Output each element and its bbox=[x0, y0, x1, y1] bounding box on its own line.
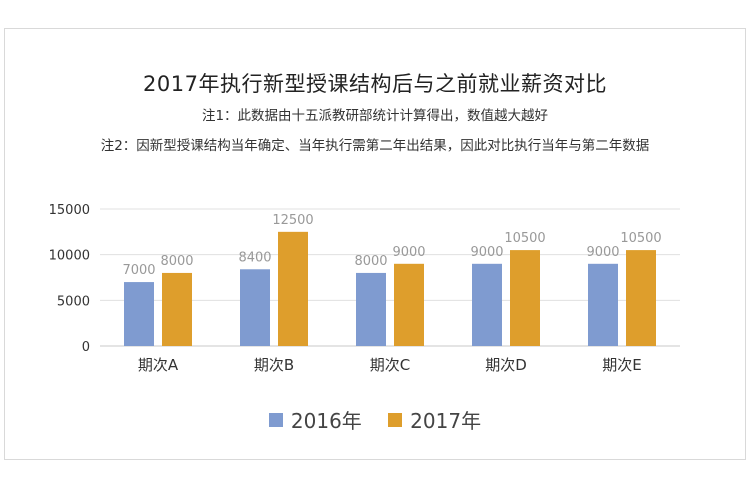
x-tick-label: 期次A bbox=[138, 356, 179, 374]
data-label: 9000 bbox=[586, 245, 619, 260]
x-tick-label: 期次D bbox=[485, 356, 527, 374]
data-label: 8400 bbox=[238, 250, 271, 265]
bar bbox=[588, 263, 618, 346]
chart-legend: 2016年 2017年 bbox=[0, 405, 750, 434]
bar bbox=[162, 272, 192, 346]
data-label: 9000 bbox=[392, 245, 425, 260]
bar bbox=[394, 263, 424, 346]
chart-note-2: 注2：因新型授课结构当年确定、当年执行需第二年出结果，因此对比执行当年与第二年数… bbox=[100, 138, 650, 154]
y-tick-label: 15000 bbox=[49, 203, 90, 218]
legend-swatch-2016 bbox=[268, 412, 283, 427]
bar bbox=[472, 263, 502, 346]
bar bbox=[124, 282, 154, 346]
data-label: 12500 bbox=[272, 213, 313, 228]
bar bbox=[240, 269, 270, 346]
y-tick-label: 0 bbox=[82, 340, 90, 355]
data-label: 9000 bbox=[470, 245, 503, 260]
legend-item-2016: 2016年 bbox=[268, 405, 362, 434]
data-label: 8000 bbox=[354, 254, 387, 269]
legend-item-2017: 2017年 bbox=[388, 405, 481, 434]
x-tick-label: 期次C bbox=[370, 356, 410, 374]
x-tick-label: 期次E bbox=[602, 356, 641, 374]
legend-swatch-2017 bbox=[388, 412, 403, 427]
chart-note-1: 注1：此数据由十五派教研部统计计算得出，数值越大越好 bbox=[201, 108, 549, 124]
data-label: 10500 bbox=[504, 231, 545, 246]
chart-title: 2017年执行新型授课结构后与之前就业薪资对比 bbox=[143, 72, 607, 96]
data-label: 7000 bbox=[122, 263, 155, 278]
chart-frame bbox=[4, 28, 746, 460]
bar bbox=[356, 272, 386, 346]
bar bbox=[278, 231, 308, 346]
bar bbox=[510, 250, 540, 346]
y-tick-label: 5000 bbox=[57, 294, 90, 309]
data-label: 10500 bbox=[620, 231, 661, 246]
x-tick-label: 期次B bbox=[254, 356, 294, 374]
legend-label-2017: 2017年 bbox=[410, 409, 482, 433]
data-label: 8000 bbox=[160, 254, 193, 269]
legend-label-2016: 2016年 bbox=[290, 409, 362, 433]
bar bbox=[626, 250, 656, 346]
y-tick-label: 10000 bbox=[49, 249, 90, 264]
